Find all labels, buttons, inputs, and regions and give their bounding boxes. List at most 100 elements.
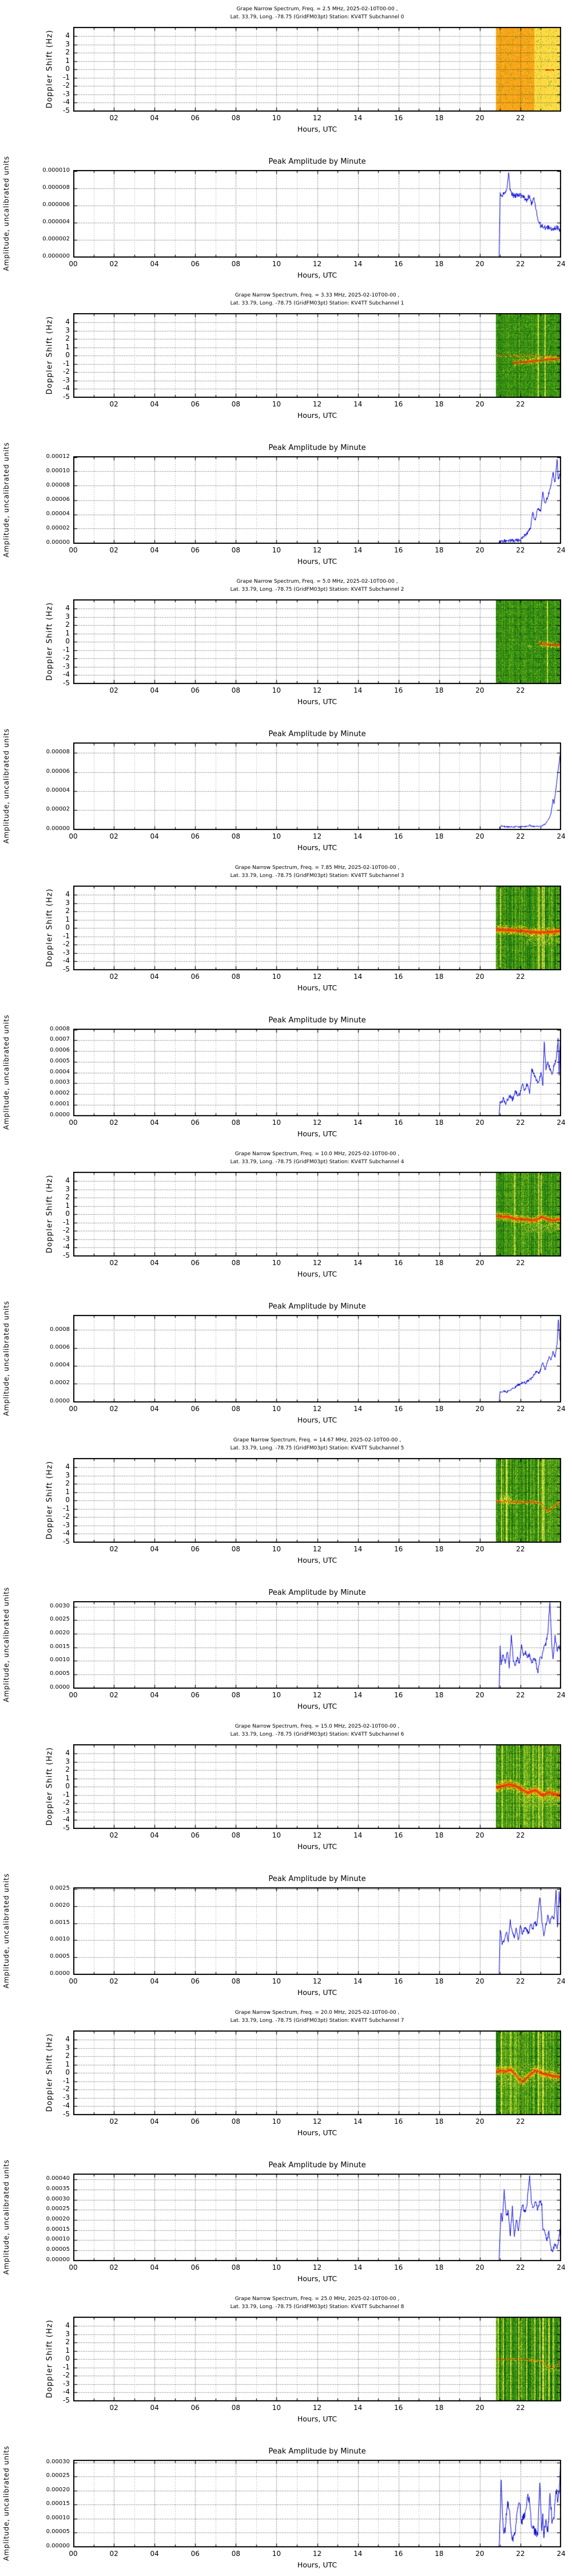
y-tick-label: 0.0003 bbox=[50, 1079, 70, 1086]
x-tick-label: 14 bbox=[353, 546, 363, 554]
x-tick-label: 08 bbox=[231, 2550, 240, 2558]
x-tick-label: 20 bbox=[475, 546, 484, 554]
y-tick-label: 3 bbox=[65, 1471, 70, 1479]
amplitude-canvas-7 bbox=[73, 2174, 561, 2261]
y-tick-label: 0.0010 bbox=[50, 1657, 70, 1664]
spectrogram-canvas-7 bbox=[73, 2030, 561, 2115]
plot-title-line1: Grape Narrow Spectrum, Freq. = 5.0 MHz, … bbox=[236, 579, 398, 584]
x-tick-label: 22 bbox=[516, 546, 525, 554]
x-tick-label: 16 bbox=[394, 832, 403, 840]
x-tick-label: 12 bbox=[312, 2263, 322, 2271]
x-tick-label: 22 bbox=[516, 686, 525, 694]
x-tick-label: 24 bbox=[557, 1119, 566, 1127]
x-tick-label: 02 bbox=[109, 973, 118, 981]
x-tick-label: 00 bbox=[69, 1405, 78, 1413]
plot-title-line1: Grape Narrow Spectrum, Freq. = 7.85 MHz,… bbox=[235, 865, 400, 871]
x-tick-label: 00 bbox=[69, 260, 78, 268]
y-tick-label: 2 bbox=[65, 2052, 70, 2060]
x-tick-label: 02 bbox=[109, 2550, 118, 2558]
y-tick-label: 0.00006 bbox=[46, 768, 70, 775]
x-tick-label: 10 bbox=[272, 1119, 281, 1127]
y-tick-label: -1 bbox=[63, 1504, 70, 1512]
y-axis-label: Amplitude, uncalibrated units bbox=[2, 1586, 11, 1702]
y-tick-label: -4 bbox=[63, 2101, 70, 2109]
x-tick-label: 02 bbox=[109, 832, 118, 840]
x-tick-label: 22 bbox=[516, 1259, 525, 1267]
x-tick-label: 18 bbox=[435, 2550, 444, 2558]
x-tick-label: 06 bbox=[190, 2117, 200, 2125]
x-tick-label: 18 bbox=[435, 260, 444, 268]
x-tick-label: 22 bbox=[516, 2404, 525, 2412]
spectrogram-canvas-1 bbox=[73, 313, 561, 398]
x-tick-label: 00 bbox=[69, 1691, 78, 1699]
y-tick-label: 0.00010 bbox=[46, 467, 70, 474]
y-tick-label: 1 bbox=[65, 1487, 70, 1496]
x-tick-label: 08 bbox=[231, 973, 240, 981]
y-tick-label: 0.0005 bbox=[50, 1953, 70, 1959]
x-tick-label: 00 bbox=[69, 2263, 78, 2271]
x-axis-label: Hours, UTC bbox=[297, 2415, 337, 2423]
x-tick-label: 12 bbox=[312, 2117, 322, 2125]
x-tick-label: 18 bbox=[435, 2404, 444, 2412]
y-tick-label: 0.00008 bbox=[46, 749, 70, 756]
y-axis-label: Amplitude, uncalibrated units bbox=[2, 2159, 11, 2274]
plot-title-line1: Grape Narrow Spectrum, Freq. = 15.0 MHz,… bbox=[235, 1724, 400, 1729]
plot-title-line1: Grape Narrow Spectrum, Freq. = 3.33 MHz,… bbox=[235, 293, 400, 298]
y-axis-label: Amplitude, uncalibrated units bbox=[2, 155, 11, 271]
x-axis-label: Hours, UTC bbox=[297, 271, 337, 279]
y-tick-label: 1 bbox=[65, 2060, 70, 2068]
y-tick-label: 0.0002 bbox=[50, 1380, 70, 1386]
x-tick-label: 20 bbox=[475, 2117, 484, 2125]
y-tick-label: -2 bbox=[63, 368, 70, 376]
x-axis-label: Hours, UTC bbox=[297, 411, 337, 420]
spectrogram-canvas-8 bbox=[73, 2317, 561, 2401]
x-tick-label: 18 bbox=[435, 2117, 444, 2125]
x-tick-label: 02 bbox=[109, 1977, 118, 1985]
x-tick-label: 02 bbox=[109, 1405, 118, 1413]
x-tick-label: 14 bbox=[353, 2550, 363, 2558]
x-tick-label: 10 bbox=[272, 1405, 281, 1413]
y-tick-label: 0.0020 bbox=[50, 1629, 70, 1636]
y-tick-label: 4 bbox=[65, 2035, 70, 2043]
x-tick-label: 06 bbox=[190, 1259, 200, 1267]
y-tick-label: 0.000006 bbox=[42, 201, 70, 208]
x-tick-label: 22 bbox=[516, 1545, 525, 1553]
x-tick-label: 16 bbox=[394, 686, 403, 694]
x-tick-label: 14 bbox=[353, 832, 363, 840]
y-tick-label: 0.0000 bbox=[50, 1111, 70, 1118]
y-tick-label: -1 bbox=[63, 359, 70, 368]
x-tick-label: 14 bbox=[353, 114, 363, 122]
x-tick-label: 06 bbox=[190, 2404, 200, 2412]
y-tick-label: 0.00002 bbox=[46, 806, 70, 813]
x-axis-label: Hours, UTC bbox=[297, 2561, 337, 2569]
y-tick-label: 2 bbox=[65, 48, 70, 56]
y-tick-label: 0 bbox=[65, 923, 70, 931]
amplitude-canvas-2 bbox=[73, 742, 561, 830]
amplitude-canvas-6 bbox=[73, 1887, 561, 1975]
x-tick-label: 10 bbox=[272, 2263, 281, 2271]
x-tick-label: 10 bbox=[272, 686, 281, 694]
y-tick-label: -4 bbox=[63, 1815, 70, 1823]
y-tick-label: 0.00012 bbox=[46, 453, 70, 460]
x-tick-label: 08 bbox=[231, 2117, 240, 2125]
x-tick-label: 06 bbox=[190, 2550, 200, 2558]
y-tick-label: 0 bbox=[65, 65, 70, 73]
x-tick-label: 16 bbox=[394, 973, 403, 981]
x-tick-label: 16 bbox=[394, 2404, 403, 2412]
x-tick-label: 04 bbox=[150, 1405, 159, 1413]
x-tick-label: 08 bbox=[231, 1977, 240, 1985]
x-tick-label: 08 bbox=[231, 1691, 240, 1699]
y-tick-label: -2 bbox=[63, 1226, 70, 1234]
x-axis-label: Hours, UTC bbox=[297, 1129, 337, 1138]
y-axis-label: Amplitude, uncalibrated units bbox=[2, 2445, 11, 2561]
x-tick-label: 20 bbox=[475, 973, 484, 981]
plot-title: Peak Amplitude by Minute bbox=[268, 2447, 366, 2456]
y-tick-label: 4 bbox=[65, 318, 70, 326]
x-tick-label: 10 bbox=[272, 1691, 281, 1699]
plot-title-line2: Lat. 33.79, Long. -78.75 (GridFM03pt) St… bbox=[230, 587, 404, 592]
y-tick-label: 0.00030 bbox=[46, 2195, 70, 2202]
y-tick-label: -2 bbox=[63, 81, 70, 89]
y-tick-label: 0.000004 bbox=[42, 218, 70, 225]
y-tick-label: -5 bbox=[63, 106, 70, 114]
